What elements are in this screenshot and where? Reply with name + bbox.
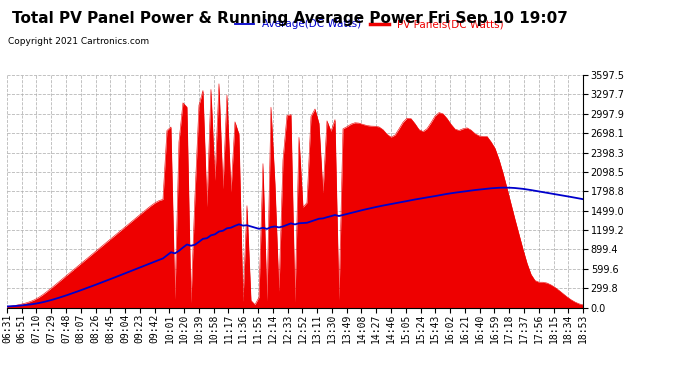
- Text: Copyright 2021 Cartronics.com: Copyright 2021 Cartronics.com: [8, 38, 150, 46]
- Legend: Average(DC Watts), PV Panels(DC Watts): Average(DC Watts), PV Panels(DC Watts): [231, 15, 508, 33]
- Text: Total PV Panel Power & Running Average Power Fri Sep 10 19:07: Total PV Panel Power & Running Average P…: [12, 11, 568, 26]
